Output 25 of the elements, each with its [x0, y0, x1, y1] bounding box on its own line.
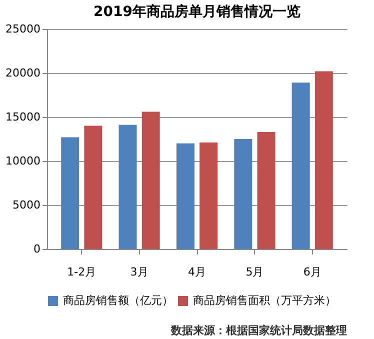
legend-label: 商品房销售额（亿元） — [63, 294, 173, 307]
bar — [292, 82, 310, 249]
x-tick-label: 3月 — [130, 266, 148, 278]
y-tick-label: 0 — [34, 242, 40, 256]
bar — [118, 124, 137, 249]
bar — [200, 142, 218, 249]
bar — [176, 143, 194, 249]
bar — [142, 112, 160, 249]
bar — [314, 71, 333, 249]
x-tick-label: 5月 — [246, 266, 264, 278]
legend-label: 商品房销售面积（万平方米） — [193, 294, 336, 307]
bar — [61, 137, 80, 249]
bar — [84, 126, 102, 249]
y-tick-label: 15000 — [6, 110, 40, 124]
y-tick-label: 20000 — [6, 66, 40, 80]
x-tick-label: 4月 — [188, 266, 206, 278]
source-note: 数据来源：根据国家统计局数据整理 — [170, 324, 347, 337]
x-tick-label: 1-2月 — [67, 266, 96, 278]
bar — [234, 139, 252, 249]
chart-title: 2019年商品房单月销售情况一览 — [94, 3, 300, 20]
y-tick-label: 25000 — [6, 22, 40, 36]
bar — [257, 132, 276, 249]
y-tick-label: 5000 — [12, 198, 40, 212]
y-tick-label: 10000 — [6, 154, 40, 168]
x-tick-label: 6月 — [303, 266, 322, 278]
